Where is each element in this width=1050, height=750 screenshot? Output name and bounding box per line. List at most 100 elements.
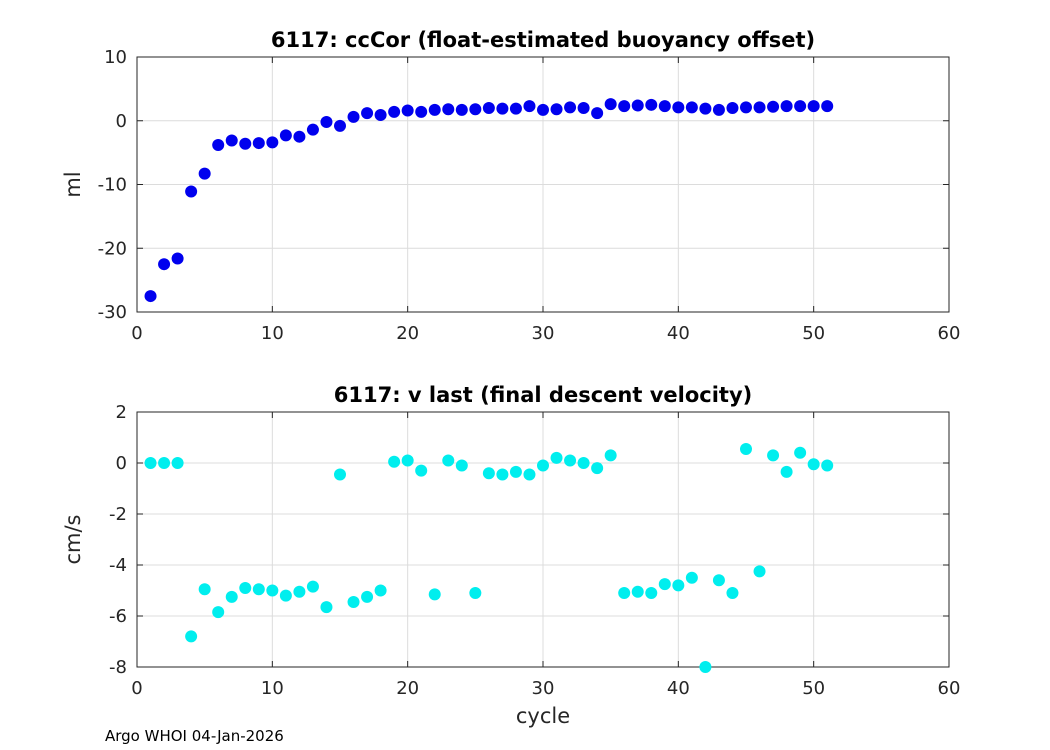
data-point [712,574,725,587]
x-tick-label: 20 [396,678,419,699]
x-tick-label: 30 [532,678,555,699]
data-point [591,107,604,120]
x-tick-label: 10 [261,323,284,344]
data-point [334,119,346,132]
data-point [496,468,509,481]
data-point [374,584,387,597]
data-point [699,102,712,115]
data-point [672,101,685,114]
y-axis-label: cm/s [61,514,85,564]
data-point [415,464,428,477]
data-point [388,455,401,468]
data-point [780,100,793,113]
data-point [740,442,752,455]
data-point [604,449,617,462]
data-point [550,103,563,116]
data-point [753,565,766,578]
data-point [658,578,671,591]
data-point [523,100,536,113]
data-point [807,458,820,471]
x-tick-label: 0 [131,323,142,344]
data-point [604,98,617,111]
y-tick-label: -8 [109,657,127,678]
data-point [198,583,211,596]
data-point [334,468,346,481]
data-point [753,101,766,114]
data-point [685,571,698,584]
data-point [482,102,495,114]
data-point [401,104,414,117]
data-point [171,252,184,265]
data-point [279,589,292,602]
x-tick-label: 30 [532,323,555,344]
y-tick-label: -6 [109,606,127,627]
data-point [225,134,238,147]
data-point [266,136,279,149]
data-point [564,101,577,114]
x-tick-label: 20 [396,323,419,344]
data-point [212,138,225,151]
data-point [320,116,333,129]
data-point [672,579,685,592]
x-tick-label: 60 [938,678,961,699]
data-point [618,587,631,600]
data-point [428,588,441,601]
data-point [306,123,319,136]
y-tick-label: -10 [98,175,127,196]
data-point [469,587,482,600]
data-point [537,103,549,116]
data-point [428,103,441,116]
data-point [144,457,157,469]
data-point [198,167,211,180]
data-point [401,454,414,467]
data-point [767,100,780,113]
data-point [442,454,455,467]
data-point [509,102,522,115]
footer-credit: Argo WHOI 04-Jan-2026 [105,727,284,745]
data-point [767,449,780,462]
data-point [509,465,522,478]
y-tick-label: -2 [109,504,127,525]
data-point [293,585,306,598]
chart-title: 6117: ccCor (float-estimated buoyancy of… [271,28,815,52]
top-chart: 0 10 20 30 40 50 60 -30 -20 -10 0 10 6117: ccCor (fl… [61,28,960,344]
data-point [577,457,590,469]
data-point [374,109,387,122]
data-point [699,661,712,673]
data-point [171,457,184,469]
data-point [631,99,644,112]
data-point [631,585,644,598]
data-point [550,451,563,464]
data-point [347,595,360,608]
data-point [712,103,725,116]
y-tick-label: 2 [116,402,127,423]
data-point [496,102,509,115]
data-point [794,446,807,459]
data-point [523,468,536,481]
data-point [279,129,292,142]
data-point [537,459,549,472]
data-point [306,580,319,593]
x-tick-label: 40 [667,323,690,344]
data-point [685,101,698,114]
data-point [658,100,671,113]
data-point [158,258,171,271]
data-point [469,103,482,116]
data-point [252,583,265,596]
data-point [144,290,157,303]
y-tick-label: 0 [116,111,127,132]
y-axis-label: ml [61,171,85,197]
data-point [415,105,428,118]
data-point [239,581,252,594]
data-point [821,459,834,472]
data-point [821,100,834,113]
data-point [780,465,793,478]
bottom-chart: 0 10 20 30 40 50 60 -8 -6 -4 -2 0 2 6117: v last (fin… [61,383,960,728]
x-tick-label: 0 [131,678,142,699]
data-point [740,101,752,114]
data-point [726,587,739,600]
data-point [645,587,658,600]
y-tick-label: -4 [109,555,127,576]
data-point [618,100,631,113]
